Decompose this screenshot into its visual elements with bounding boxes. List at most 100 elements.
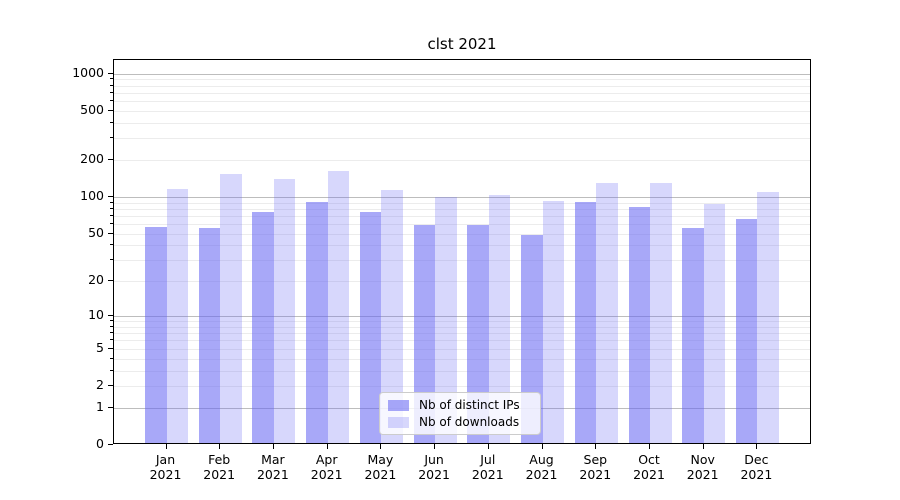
y-tick-mark [108,158,113,160]
x-tick-label: Feb 2021 [203,452,236,482]
major-gridline [114,196,810,198]
x-tick-mark [380,444,382,449]
minor-gridline [114,321,810,323]
bar-nb-of-distinct-ips-jul [467,224,489,443]
x-tick-mark [165,444,167,449]
minor-gridline [114,358,810,360]
bar-nb-of-downloads-nov [703,204,726,443]
minor-gridline [114,326,810,328]
y-tick-label: 1000 [72,64,104,80]
x-tick-label: Nov 2021 [686,452,719,482]
x-tick-label: Mar 2021 [256,452,289,482]
plot-area: Nb of distinct IPs Nb of downloads [113,59,811,444]
legend-swatch-distinct-ips [388,399,409,411]
y-tick-label: 0 [96,436,104,451]
y-minor-tick-mark [110,91,113,93]
x-tick-label: Sep 2021 [579,452,612,482]
x-tick-label: Jan 2021 [149,452,182,482]
bar-nb-of-distinct-ips-may [359,212,382,443]
y-tick-label: 1 [96,398,104,414]
bar-nb-of-downloads-oct [650,182,672,443]
minor-gridline [114,138,810,140]
minor-gridline [114,92,810,94]
y-tick-mark [108,109,113,111]
minor-gridline [114,370,810,372]
y-tick-label: 10 [88,307,104,323]
x-tick-mark [541,444,543,449]
bar-nb-of-downloads-sep [596,183,618,443]
y-minor-tick-mark [110,78,113,80]
y-minor-tick-mark [110,223,113,224]
y-tick-label: 20 [88,272,104,288]
bar-nb-of-downloads-dec [757,191,779,443]
y-minor-tick-mark [110,121,113,123]
y-tick-label: 100 [80,187,104,203]
y-minor-tick-mark [110,244,113,246]
y-tick-label: 200 [80,150,104,166]
bar-nb-of-distinct-ips-jan [145,226,167,443]
y-minor-tick-mark [110,214,113,216]
x-tick-mark [702,444,704,449]
minor-gridline [114,85,810,87]
x-tick-label: Aug 2021 [525,452,558,482]
y-tick-label: 500 [80,101,104,117]
legend-label-downloads: Nb of downloads [419,415,520,429]
minor-gridline [114,340,810,342]
x-tick-label: May 2021 [364,452,397,482]
y-minor-tick-mark [110,137,113,139]
y-tick-mark [108,195,113,197]
bar-nb-of-distinct-ips-nov [682,227,704,443]
bar-nb-of-downloads-aug [542,200,564,443]
x-tick-label: Dec 2021 [740,452,773,482]
minor-gridline [114,208,810,210]
bar-nb-of-distinct-ips-sep [574,201,597,443]
y-tick-mark [108,315,113,317]
bar-nb-of-downloads-jul [488,194,511,443]
minor-gridline [114,79,810,81]
bar-nb-of-downloads-feb [220,173,242,443]
x-tick-mark [595,444,597,449]
x-tick-label: Jun 2021 [418,452,450,482]
y-tick-mark [108,444,113,445]
y-tick-mark [108,280,113,282]
minor-gridline [114,159,810,161]
minor-gridline [114,202,810,204]
minor-gridline [114,385,810,387]
y-tick-mark [108,72,113,74]
bar-nb-of-distinct-ips-dec [735,218,758,443]
y-tick-mark [108,232,113,234]
y-minor-tick-mark [110,207,113,209]
chart-title: clst 2021 [427,35,497,53]
y-minor-tick-mark [110,369,113,371]
minor-gridline [114,281,810,283]
y-minor-tick-mark [110,100,113,101]
y-minor-tick-mark [110,201,113,203]
bar-nb-of-downloads-apr [327,170,350,443]
x-tick-mark [219,444,221,449]
bar-nb-of-downloads-jun [435,196,457,443]
y-tick-label: 2 [96,376,104,392]
y-minor-tick-mark [110,325,113,327]
minor-gridline [114,101,810,102]
y-tick-mark [108,384,113,386]
y-minor-tick-mark [110,259,113,261]
minor-gridline [114,122,810,124]
legend-swatch-downloads [388,416,409,428]
bar-nb-of-distinct-ips-aug [521,234,543,443]
bar-nb-of-distinct-ips-oct [628,207,650,443]
y-minor-tick-mark [110,339,113,341]
y-minor-tick-mark [110,332,113,334]
x-tick-label: Jul 2021 [471,452,504,482]
y-tick-label: 5 [96,339,104,355]
x-tick-mark [434,444,436,449]
minor-gridline [114,348,810,350]
y-minor-tick-mark [110,357,113,359]
y-tick-mark [108,347,113,349]
major-gridline [114,73,810,75]
bar-nb-of-distinct-ips-apr [306,202,328,443]
y-tick-label: 50 [88,224,104,240]
minor-gridline [114,215,810,217]
minor-gridline [114,224,810,225]
legend-item-distinct-ips: Nb of distinct IPs [388,398,532,412]
bar-nb-of-downloads-jan [166,188,188,443]
